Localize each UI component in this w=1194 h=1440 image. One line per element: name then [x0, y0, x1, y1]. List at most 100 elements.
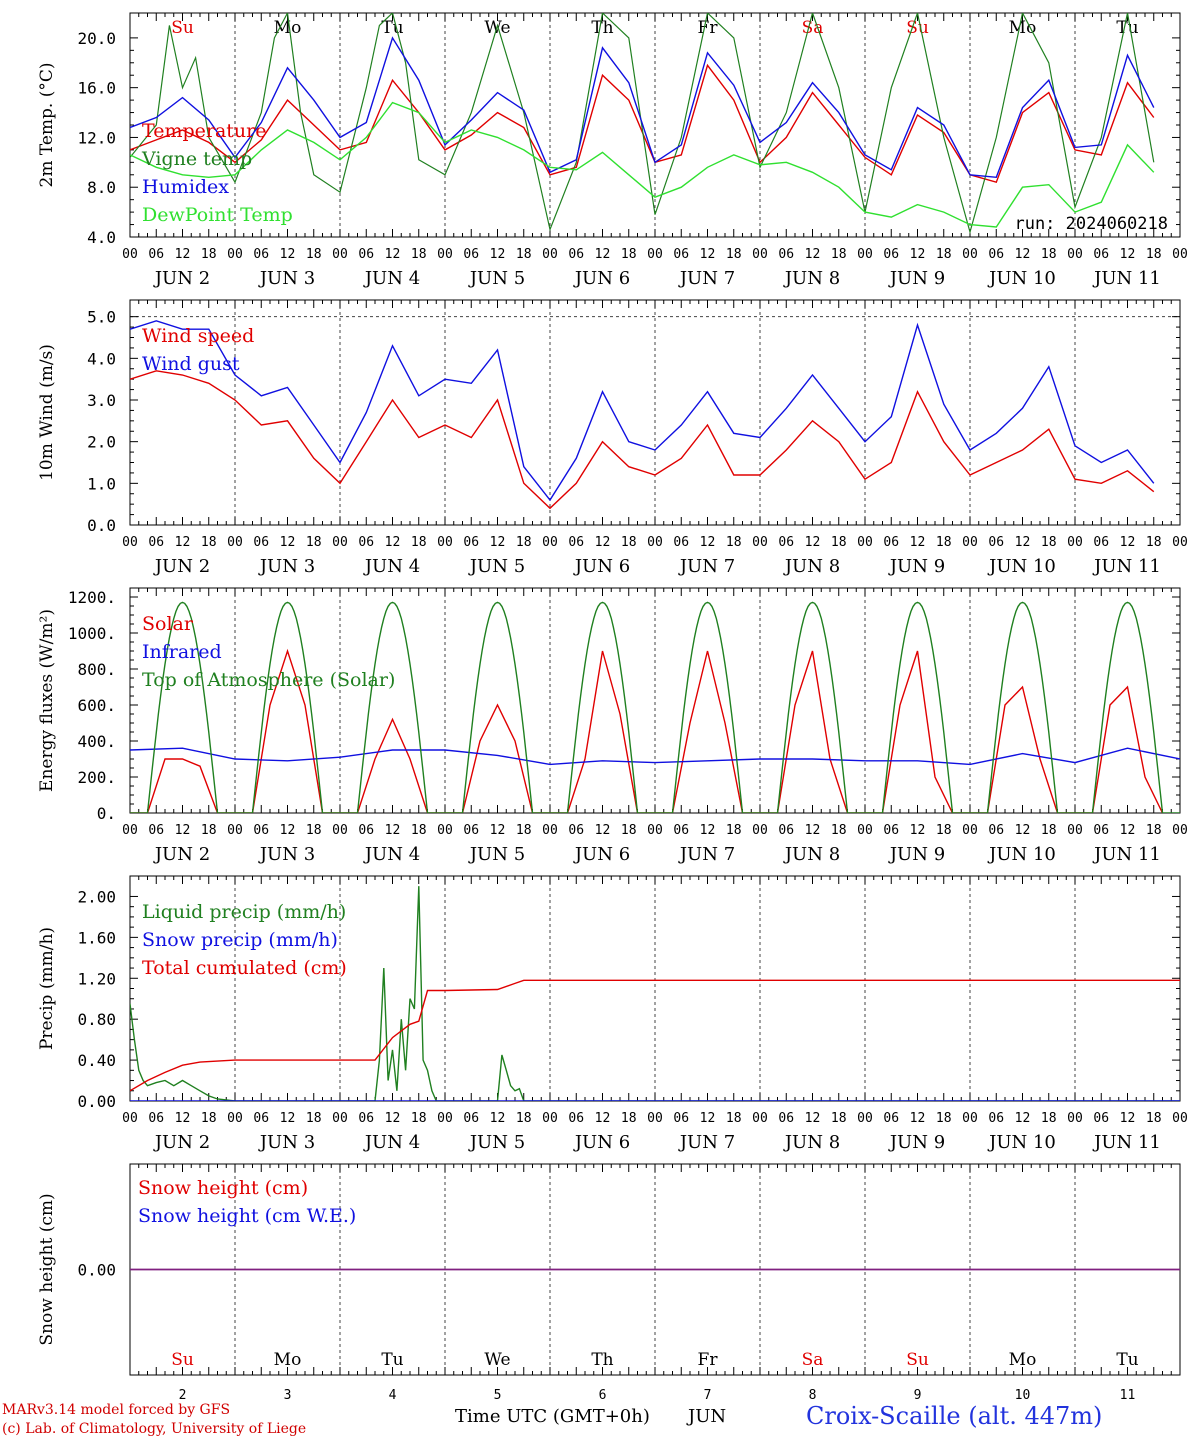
x-axis-month: JUN — [688, 1406, 727, 1427]
hour-tick-label: 18 — [1041, 1111, 1057, 1126]
series-line-top-of-atmosphere-solar- — [130, 601, 1180, 813]
hour-tick-label: 00 — [1067, 823, 1083, 838]
date-label: JUN 4 — [363, 844, 420, 865]
y-tick-label: 1000. — [68, 624, 116, 643]
hour-tick-label: 18 — [621, 823, 637, 838]
hour-tick-label: 12 — [1120, 247, 1136, 262]
hour-tick-label: 06 — [988, 823, 1004, 838]
hour-tick-label: 06 — [568, 535, 584, 550]
hour-tick-label: 06 — [568, 247, 584, 262]
panel-wind: 0.0 1.0 2.0 3.0 4.0 5.0 10m Wind (m/s) 00 06 12 18… — [37, 299, 1188, 577]
hour-tick-label: 18 — [936, 823, 952, 838]
hour-tick-label: 12 — [805, 823, 821, 838]
legend-entry: Snow height (cm) — [138, 1177, 308, 1199]
legend-entry: Wind gust — [142, 353, 240, 375]
y-tick-label: 16.0 — [77, 79, 116, 98]
day-number-label: 11 — [1120, 1388, 1136, 1403]
hour-tick-label: 00 — [227, 247, 243, 262]
legend-entry: Snow height (cm W.E.) — [138, 1205, 356, 1227]
series-group — [130, 601, 1180, 813]
y-tick-label: 0.40 — [77, 1051, 116, 1070]
hour-tick-label: 18 — [726, 247, 742, 262]
legend-entry: Temperature — [142, 120, 266, 142]
hour-tick-label: 12 — [490, 823, 506, 838]
hour-tick-label: 18 — [936, 247, 952, 262]
hour-tick-label: 06 — [148, 535, 164, 550]
hour-tick-label: 12 — [1120, 823, 1136, 838]
hour-tick-label: 06 — [253, 247, 269, 262]
hour-tick-label: 00 — [542, 823, 558, 838]
hour-tick-label: 12 — [595, 1111, 611, 1126]
y-tick-label: 12.0 — [77, 128, 116, 147]
weekday-label: Su — [906, 18, 929, 38]
weekday-label: Tu — [1116, 1350, 1138, 1370]
hour-tick-label: 18 — [1041, 823, 1057, 838]
hour-tick-label: 12 — [1015, 535, 1031, 550]
plot-frame — [129, 587, 1181, 814]
date-label: JUN 8 — [783, 844, 840, 865]
hour-tick-label: 12 — [1120, 535, 1136, 550]
hour-tick-label: 12 — [280, 247, 296, 262]
series-line-wind-speed — [130, 370, 1155, 510]
hour-tick-label: 12 — [1120, 1111, 1136, 1126]
date-label: JUN 2 — [153, 844, 210, 865]
hour-tick-label: 12 — [805, 1111, 821, 1126]
day-number-label: 2 — [179, 1388, 187, 1403]
weekday-label: Su — [171, 1350, 194, 1370]
hour-tick-label: 12 — [700, 247, 716, 262]
date-label: JUN 9 — [888, 556, 945, 577]
date-label: JUN 3 — [258, 1132, 315, 1153]
hour-tick-label: 18 — [306, 247, 322, 262]
hour-tick-label: 12 — [910, 1111, 926, 1126]
hour-tick-label: 18 — [306, 535, 322, 550]
legend-entry: Wind speed — [142, 325, 254, 347]
hour-tick-label: 18 — [1041, 247, 1057, 262]
run-label: run: 2024060218 — [1014, 214, 1168, 234]
day-number-label: 8 — [809, 1388, 817, 1403]
day-number-label: 10 — [1015, 1388, 1031, 1403]
series-line-vigne-temp — [130, 13, 1155, 235]
hour-tick-label: 06 — [988, 1111, 1004, 1126]
hour-tick-label: 00 — [542, 247, 558, 262]
date-label: JUN 7 — [678, 1132, 735, 1153]
hour-tick-label: 12 — [805, 247, 821, 262]
hour-tick-label: 12 — [595, 247, 611, 262]
hour-tick-label: 18 — [936, 535, 952, 550]
y-axis-label: Snow height (cm) — [37, 1193, 57, 1345]
hour-tick-label: 18 — [516, 535, 532, 550]
hour-tick-label: 12 — [805, 535, 821, 550]
hour-tick-label: 12 — [280, 823, 296, 838]
y-tick-label: 200. — [77, 768, 116, 787]
weekday-label: Mo — [274, 18, 302, 38]
hour-tick-label: 18 — [726, 535, 742, 550]
x-axis-title: Time UTC (GMT+0h) — [455, 1406, 650, 1427]
panel-energy: 0. 200. 400. 600. 800. 1000. 1200. Energy fluxe… — [37, 587, 1188, 865]
y-tick-label: 0.80 — [77, 1010, 116, 1029]
date-label: JUN 5 — [468, 844, 525, 865]
date-label: JUN 2 — [153, 268, 210, 289]
hour-tick-label: 18 — [306, 823, 322, 838]
hour-tick-label: 06 — [1093, 823, 1109, 838]
legend-entry: Infrared — [142, 641, 222, 663]
date-label: JUN 9 — [888, 844, 945, 865]
hour-tick-label: 00 — [1172, 823, 1188, 838]
series-line-infrared — [130, 747, 1180, 766]
y-tick-label: 0.00 — [77, 1092, 116, 1111]
legend-entry: Top of Atmosphere (Solar) — [142, 669, 395, 691]
legend-entry: Vigne temp — [141, 148, 252, 170]
hour-tick-label: 00 — [332, 247, 348, 262]
model-credit: MARv3.14 model forced by GFS — [2, 1402, 231, 1418]
hour-tick-label: 12 — [910, 823, 926, 838]
legend-entry: DewPoint Temp — [142, 204, 293, 226]
hour-tick-label: 18 — [201, 1111, 217, 1126]
hour-tick-label: 18 — [306, 1111, 322, 1126]
hour-tick-label: 06 — [673, 247, 689, 262]
series-line-solar — [130, 648, 1164, 813]
weekday-label: Sa — [802, 1350, 824, 1370]
date-label: JUN 9 — [888, 1132, 945, 1153]
hour-tick-label: 12 — [385, 247, 401, 262]
hour-tick-label: 06 — [988, 247, 1004, 262]
weekday-label: We — [484, 18, 510, 38]
weekday-label: Mo — [274, 1350, 302, 1370]
hour-tick-label: 12 — [1015, 1111, 1031, 1126]
